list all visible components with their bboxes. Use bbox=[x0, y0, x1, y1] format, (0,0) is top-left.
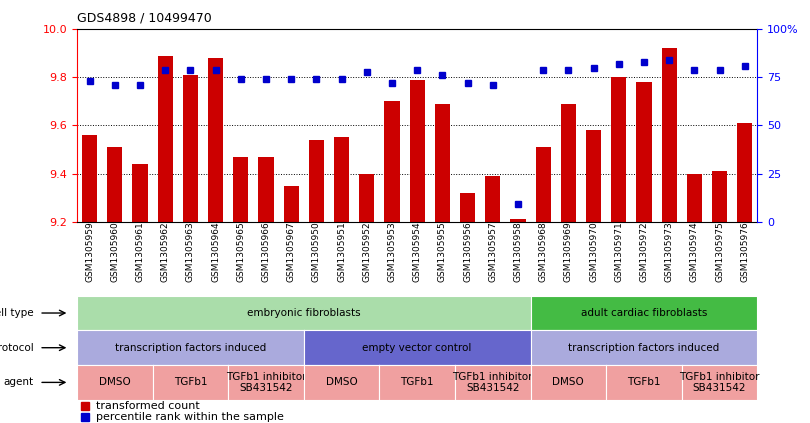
Text: GSM1305951: GSM1305951 bbox=[337, 222, 346, 283]
Text: GSM1305966: GSM1305966 bbox=[262, 222, 271, 283]
Text: GDS4898 / 10499470: GDS4898 / 10499470 bbox=[77, 12, 211, 25]
Text: protocol: protocol bbox=[0, 343, 34, 353]
Text: GSM1305961: GSM1305961 bbox=[135, 222, 144, 283]
Bar bbox=[132, 164, 147, 222]
Text: GSM1305974: GSM1305974 bbox=[690, 222, 699, 282]
Bar bbox=[460, 193, 475, 222]
Text: adult cardiac fibroblasts: adult cardiac fibroblasts bbox=[581, 308, 707, 318]
Text: GSM1305967: GSM1305967 bbox=[287, 222, 296, 283]
Text: TGFb1: TGFb1 bbox=[400, 377, 434, 387]
Text: TGFb1: TGFb1 bbox=[173, 377, 207, 387]
Text: GSM1305962: GSM1305962 bbox=[160, 222, 169, 282]
Text: embryonic fibroblasts: embryonic fibroblasts bbox=[247, 308, 360, 318]
Text: GSM1305973: GSM1305973 bbox=[665, 222, 674, 283]
Text: DMSO: DMSO bbox=[326, 377, 357, 387]
Bar bbox=[485, 176, 501, 222]
Bar bbox=[233, 157, 249, 222]
Text: GSM1305960: GSM1305960 bbox=[110, 222, 119, 283]
Bar bbox=[334, 137, 349, 222]
Text: GSM1305953: GSM1305953 bbox=[387, 222, 396, 283]
Text: TGFb1 inhibitor
SB431542: TGFb1 inhibitor SB431542 bbox=[680, 371, 760, 393]
Text: GSM1305975: GSM1305975 bbox=[715, 222, 724, 283]
Bar bbox=[435, 104, 450, 222]
Text: GSM1305976: GSM1305976 bbox=[740, 222, 749, 283]
Bar bbox=[561, 104, 576, 222]
Bar bbox=[410, 80, 424, 222]
Bar bbox=[284, 186, 299, 222]
Bar bbox=[712, 171, 727, 222]
Bar bbox=[612, 77, 626, 222]
Bar bbox=[158, 56, 173, 222]
Bar bbox=[183, 75, 198, 222]
Text: GSM1305958: GSM1305958 bbox=[514, 222, 522, 283]
Bar bbox=[586, 130, 601, 222]
Text: TGFb1 inhibitor
SB431542: TGFb1 inhibitor SB431542 bbox=[453, 371, 533, 393]
Text: TGFb1 inhibitor
SB431542: TGFb1 inhibitor SB431542 bbox=[226, 371, 306, 393]
Bar bbox=[637, 82, 651, 222]
Text: cell type: cell type bbox=[0, 308, 34, 318]
Text: GSM1305959: GSM1305959 bbox=[85, 222, 94, 283]
Text: GSM1305950: GSM1305950 bbox=[312, 222, 321, 283]
Bar bbox=[309, 140, 324, 222]
Bar bbox=[662, 49, 676, 222]
Bar bbox=[510, 219, 526, 222]
Text: GSM1305964: GSM1305964 bbox=[211, 222, 220, 282]
Bar bbox=[385, 102, 399, 222]
Bar bbox=[82, 135, 97, 222]
Text: transcription factors induced: transcription factors induced bbox=[115, 343, 266, 353]
Text: DMSO: DMSO bbox=[99, 377, 130, 387]
Text: GSM1305968: GSM1305968 bbox=[539, 222, 548, 283]
Bar bbox=[737, 123, 752, 222]
Text: transcription factors induced: transcription factors induced bbox=[569, 343, 719, 353]
Bar bbox=[258, 157, 274, 222]
Bar bbox=[535, 147, 551, 222]
Text: GSM1305957: GSM1305957 bbox=[488, 222, 497, 283]
Text: transformed count: transformed count bbox=[96, 401, 200, 411]
Text: DMSO: DMSO bbox=[552, 377, 584, 387]
Bar bbox=[359, 173, 374, 222]
Text: agent: agent bbox=[4, 377, 34, 387]
Text: GSM1305965: GSM1305965 bbox=[237, 222, 245, 283]
Text: GSM1305955: GSM1305955 bbox=[438, 222, 447, 283]
Text: GSM1305969: GSM1305969 bbox=[564, 222, 573, 283]
Text: GSM1305970: GSM1305970 bbox=[589, 222, 598, 283]
Text: GSM1305971: GSM1305971 bbox=[614, 222, 623, 283]
Text: TGFb1: TGFb1 bbox=[627, 377, 661, 387]
Text: GSM1305963: GSM1305963 bbox=[185, 222, 195, 283]
Text: percentile rank within the sample: percentile rank within the sample bbox=[96, 412, 284, 422]
Text: GSM1305954: GSM1305954 bbox=[412, 222, 422, 282]
Text: empty vector control: empty vector control bbox=[362, 343, 472, 353]
Bar bbox=[687, 173, 702, 222]
Bar bbox=[107, 147, 122, 222]
Bar bbox=[208, 58, 223, 222]
Text: GSM1305972: GSM1305972 bbox=[639, 222, 649, 282]
Text: GSM1305952: GSM1305952 bbox=[362, 222, 371, 282]
Text: GSM1305956: GSM1305956 bbox=[463, 222, 472, 283]
